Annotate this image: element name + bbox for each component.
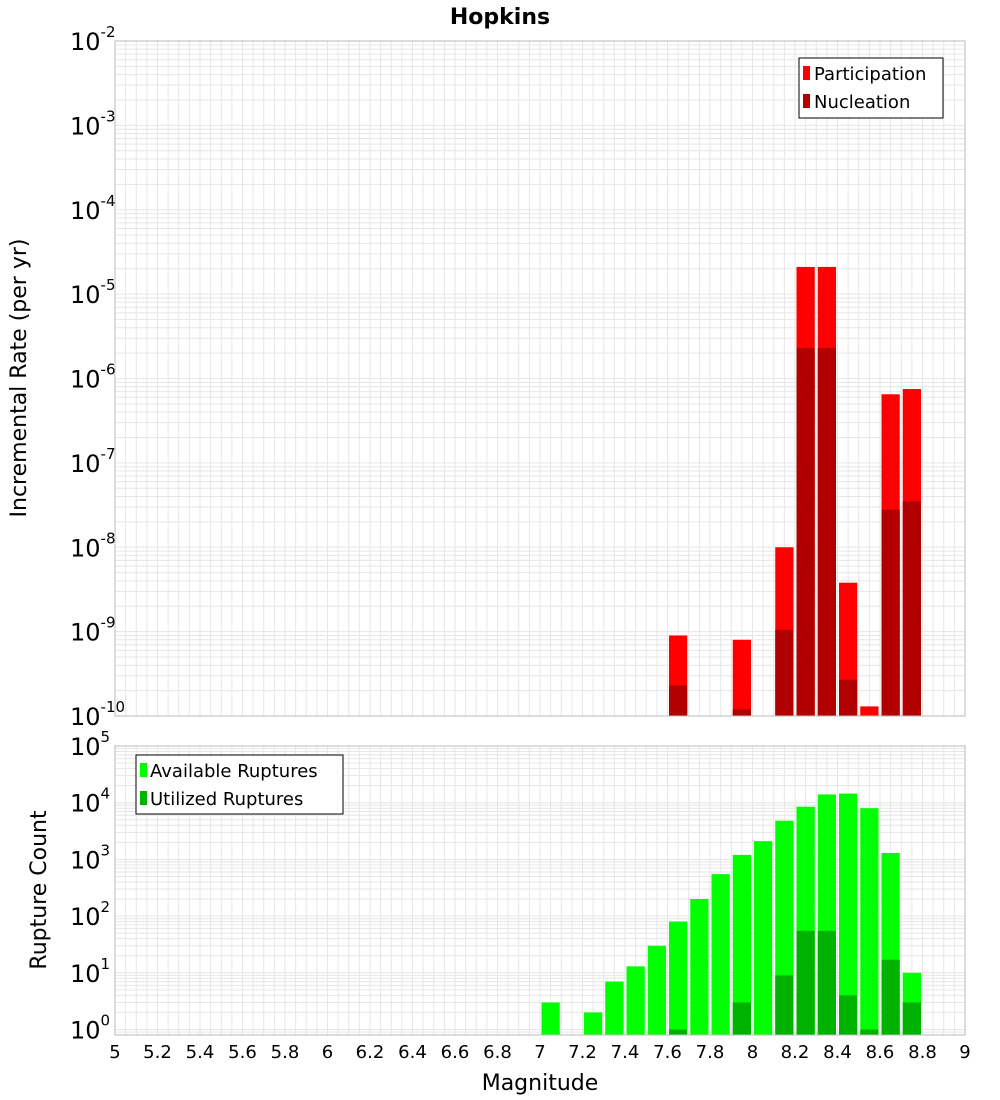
rate-y-tick-label: 10-3 xyxy=(70,107,116,140)
count-y-tick-label: 100 xyxy=(70,1012,110,1045)
x-tick-label: 7.8 xyxy=(696,1042,725,1063)
rate-bar-s2 xyxy=(817,347,836,716)
count-bar-s1 xyxy=(626,966,645,1035)
rate-panel: 10-2 10-3 10-4 10-5 10-6 10-7 10-8 10-9 10-10 In… xyxy=(7,23,966,731)
x-tick-label: 8.6 xyxy=(866,1042,895,1063)
count-y-tick-label: 102 xyxy=(70,898,110,931)
count-bar-s1 xyxy=(584,1012,603,1035)
x-tick-label: 8.2 xyxy=(781,1042,810,1063)
x-tick-label: 5.4 xyxy=(186,1042,215,1063)
x-tick-label: 7.6 xyxy=(653,1042,682,1063)
x-tick-label: 6.2 xyxy=(356,1042,385,1063)
count-plot-frame xyxy=(114,745,966,1036)
count-y-ticks: 105 104 103 102 101 100 xyxy=(70,728,110,1045)
count-bar-s2 xyxy=(732,1002,751,1035)
count-bar-s2 xyxy=(839,995,858,1035)
count-bar-s2 xyxy=(817,930,836,1035)
rate-y-ticks: 10-2 10-3 10-4 10-5 10-6 10-7 10-8 10-9 10-10 xyxy=(70,23,125,731)
count-y-tick-label: 101 xyxy=(70,955,110,988)
x-axis-label: Magnitude xyxy=(482,1071,599,1096)
count-y-axis-label: Rupture Count xyxy=(27,810,52,970)
utilized-legend-label: Utilized Ruptures xyxy=(150,789,303,810)
x-tick-label: 5.2 xyxy=(143,1042,172,1063)
x-tick-label: 6 xyxy=(322,1042,333,1063)
rate-legend: Participation Nucleation xyxy=(798,57,944,119)
rate-y-tick-label: 10-8 xyxy=(70,529,116,562)
participation-legend-swatch xyxy=(803,66,810,80)
count-bar-s1 xyxy=(669,921,688,1035)
count-legend-box xyxy=(135,754,344,815)
rate-y-axis-label: Incremental Rate (per yr) xyxy=(7,239,32,518)
rate-bar-s2 xyxy=(732,709,751,716)
count-bar-s1 xyxy=(647,945,666,1035)
count-bar-s1 xyxy=(605,981,624,1035)
count-bar-s1 xyxy=(690,899,709,1035)
count-bar-s1 xyxy=(839,793,858,1035)
x-tick-label: 6.6 xyxy=(441,1042,470,1063)
count-bars xyxy=(541,793,921,1035)
rate-bar-s2 xyxy=(839,679,858,716)
count-bar-s1 xyxy=(541,1002,560,1035)
rate-plot-frame xyxy=(114,40,966,717)
x-axis-ticks: 5 5.2 5.4 5.6 5.8 6 6.2 6.4 6.6 6.8 7 7.2 7.4 7.6 7.8 8… xyxy=(109,1042,970,1063)
count-y-tick-label: 104 xyxy=(70,785,110,818)
count-bar-s2 xyxy=(775,975,794,1035)
x-tick-label: 5.8 xyxy=(271,1042,300,1063)
x-tick-label: 7 xyxy=(534,1042,545,1063)
count-bar-s2 xyxy=(902,1002,921,1035)
rate-y-tick-label: 10-9 xyxy=(70,614,116,647)
count-bar-s2 xyxy=(860,1029,879,1035)
available-legend-label: Available Ruptures xyxy=(150,761,318,782)
x-tick-label: 8 xyxy=(747,1042,758,1063)
count-panel: 105 104 103 102 101 100 Rupture Count Availab… xyxy=(27,728,966,1045)
count-bar-s1 xyxy=(711,874,730,1035)
x-tick-label: 7.2 xyxy=(568,1042,597,1063)
rate-bar-s1 xyxy=(732,639,751,716)
rate-legend-box xyxy=(798,57,944,119)
rate-grid xyxy=(114,40,966,717)
x-tick-label: 9 xyxy=(959,1042,970,1063)
rate-bar-s2 xyxy=(669,685,688,716)
chart-title: Hopkins xyxy=(450,5,550,30)
x-tick-label: 5.6 xyxy=(228,1042,257,1063)
rate-bar-s2 xyxy=(796,347,815,716)
count-legend: Available Ruptures Utilized Ruptures xyxy=(135,754,344,815)
count-bar-s1 xyxy=(732,854,751,1035)
x-tick-label: 8.4 xyxy=(823,1042,852,1063)
utilized-legend-swatch xyxy=(140,791,147,805)
x-tick-label: 7.4 xyxy=(611,1042,640,1063)
rate-y-tick-label: 10-6 xyxy=(70,361,116,394)
count-y-tick-label: 105 xyxy=(70,728,110,761)
rate-y-tick-label: 10-2 xyxy=(70,23,116,56)
rate-y-tick-label: 10-10 xyxy=(70,698,125,731)
nucleation-legend-label: Nucleation xyxy=(814,92,910,113)
rate-bar-s1 xyxy=(860,706,879,716)
count-bar-s2 xyxy=(796,930,815,1035)
count-bar-s1 xyxy=(754,841,773,1035)
x-tick-label: 5 xyxy=(109,1042,120,1063)
available-legend-swatch xyxy=(140,763,147,777)
count-bar-s2 xyxy=(881,959,900,1035)
rate-y-tick-label: 10-5 xyxy=(70,276,116,309)
rate-y-tick-label: 10-4 xyxy=(70,192,116,225)
rate-bar-s2 xyxy=(902,501,921,716)
x-tick-label: 8.8 xyxy=(908,1042,937,1063)
rate-bars xyxy=(669,266,921,716)
x-tick-label: 6.4 xyxy=(398,1042,427,1063)
count-bar-s1 xyxy=(860,808,879,1035)
rate-bar-s2 xyxy=(881,509,900,716)
x-tick-label: 6.8 xyxy=(483,1042,512,1063)
rate-y-tick-label: 10-7 xyxy=(70,445,116,478)
rate-bar-s2 xyxy=(775,629,794,716)
nucleation-legend-swatch xyxy=(803,94,810,108)
count-y-tick-label: 103 xyxy=(70,841,110,874)
count-bar-s2 xyxy=(669,1029,688,1035)
participation-legend-label: Participation xyxy=(814,64,926,85)
